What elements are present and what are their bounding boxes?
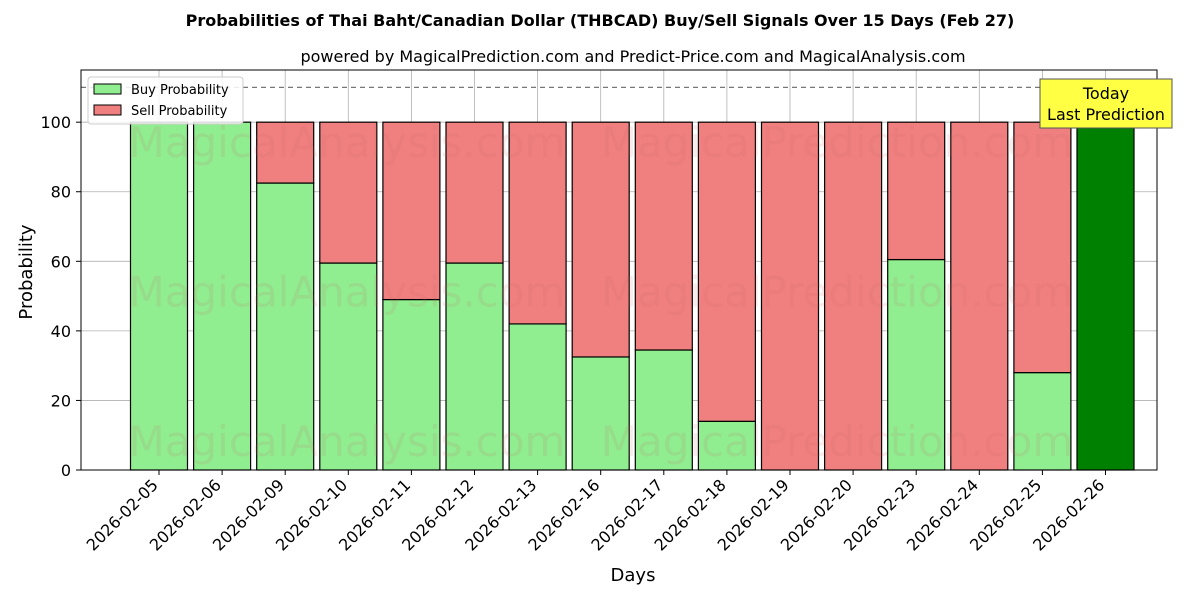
buy-bar <box>634 349 693 471</box>
sell-bar <box>634 121 693 351</box>
buy-bar <box>319 262 378 471</box>
annotation-line-1: Today <box>1082 84 1129 103</box>
sell-bar <box>256 121 315 184</box>
legend: Buy Probability Sell Probability <box>87 76 244 125</box>
buy-bar <box>1076 121 1135 471</box>
y-tick-label: 80 <box>51 183 71 202</box>
watermark-text: MagicalPrediction.com <box>601 417 1074 466</box>
chart-title: Probabilities of Thai Baht/Canadian Doll… <box>186 11 1015 30</box>
buy-bar <box>887 258 946 471</box>
sell-bar <box>887 121 946 261</box>
buy-bar <box>571 356 630 471</box>
plot-frame <box>80 69 1158 471</box>
watermarks: MagicalAnalysis.com MagicalPrediction.com… <box>129 118 1074 466</box>
annotation-box <box>1039 78 1173 129</box>
sell-bar <box>697 121 757 422</box>
legend-box <box>87 76 244 125</box>
watermark-text: MagicalAnalysis.com <box>129 118 566 167</box>
buy-bar <box>1013 372 1072 471</box>
y-tick-label: 40 <box>51 322 71 341</box>
watermark-text: MagicalPrediction.com <box>601 118 1074 167</box>
sell-bar <box>760 121 820 471</box>
sell-bar <box>319 121 378 264</box>
sell-bar <box>508 121 567 325</box>
sell-bar <box>382 121 441 301</box>
chart-subtitle: powered by MagicalPrediction.com and Pre… <box>300 47 965 66</box>
x-axis-label: Days <box>611 565 656 586</box>
buy-bar <box>382 298 441 471</box>
annotation-line-2: Last Prediction <box>1047 105 1165 124</box>
y-axis-label: Probability <box>16 224 37 319</box>
y-tick-label: 20 <box>51 391 71 410</box>
watermark-text: MagicalPrediction.com <box>601 268 1074 317</box>
y-tick-label: 100 <box>40 113 71 132</box>
y-tick-label: 60 <box>51 252 71 271</box>
sell-bar <box>950 121 1009 471</box>
legend-swatch <box>93 83 122 95</box>
buy-bar <box>445 262 504 471</box>
sell-bar <box>445 121 504 264</box>
watermark-text: MagicalAnalysis.com <box>129 268 566 317</box>
legend-swatch <box>93 104 122 116</box>
legend-label: Sell Probability <box>131 104 228 119</box>
sell-bar <box>823 121 883 471</box>
watermark-text: MagicalAnalysis.com <box>129 417 566 466</box>
today-annotation: Today Last Prediction <box>1039 78 1173 129</box>
bars <box>81 86 1157 471</box>
y-tick-label: 0 <box>61 461 71 480</box>
legend-label: Buy Probability <box>131 83 229 98</box>
sell-bar <box>571 121 630 358</box>
sell-bar <box>1013 121 1072 374</box>
